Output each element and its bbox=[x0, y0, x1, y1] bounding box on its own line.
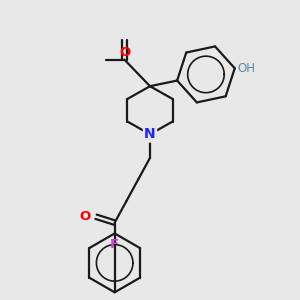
Text: OH: OH bbox=[238, 62, 256, 75]
Text: N: N bbox=[144, 127, 156, 141]
Text: F: F bbox=[110, 238, 119, 251]
Text: O: O bbox=[79, 210, 90, 223]
Text: O: O bbox=[120, 46, 131, 59]
